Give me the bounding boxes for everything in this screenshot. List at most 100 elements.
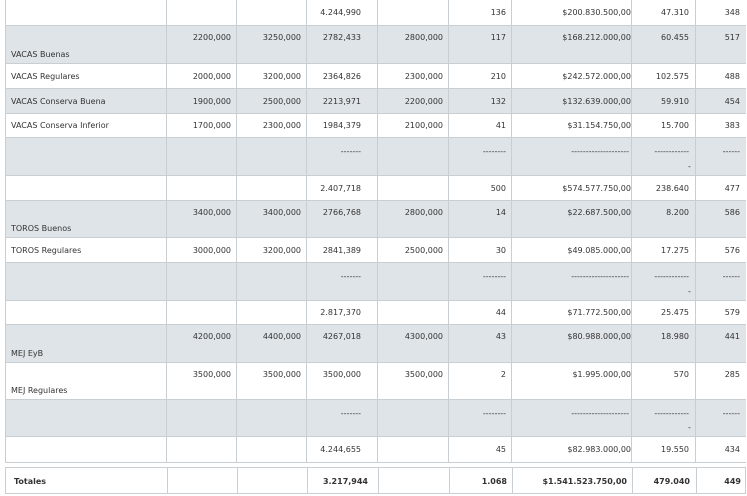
cell-avg-weight-text: 383	[724, 121, 740, 130]
table-cell-avg-weight: 383	[696, 114, 746, 137]
table-cell-avg-price: 2.817,370	[307, 301, 378, 324]
table-cell-mode-price: 3500,000	[378, 363, 449, 399]
cell-head-count-text: 2	[500, 370, 506, 379]
table-cell-head-count: 43	[449, 325, 512, 362]
cell-avg-price-text: 3500,000	[322, 370, 361, 379]
table-cell-min-price	[167, 176, 237, 200]
cell-kilos-text: 18.980	[661, 332, 689, 341]
table-cell-row-label	[5, 176, 167, 200]
cell-mode-price-text: 2800,000	[404, 33, 443, 42]
table-cell-row-label: TOROS Regulares	[5, 238, 167, 262]
cell-avg-weight-text: 579	[724, 308, 740, 317]
cell-kilos-text: 102.575	[655, 72, 689, 81]
table-cell-mode-price: 2500,000	[378, 238, 449, 262]
table-cell-avg-price: 4267,018	[307, 325, 378, 362]
table-cell-kilos: 47.310	[632, 0, 696, 25]
table-cell-kilos: 17.275	[632, 238, 696, 262]
table-cell-min-price: 3500,000	[167, 363, 237, 399]
cell-avg-weight-text: 586	[724, 208, 740, 217]
table-cell-mode-price	[378, 138, 449, 175]
table-row: MEJ Regulares 3500,000 3500,000 3500,000 350…	[5, 363, 746, 400]
cell-kilos-text: 15.700	[661, 121, 689, 130]
table-cell-amount: $168.212.000,00	[512, 26, 632, 63]
table-cell-kilos: 238.640	[632, 176, 696, 200]
table-cell-avg-price: -------	[307, 263, 378, 300]
table-cell-max-price: 3200,000	[237, 238, 307, 262]
table-cell-avg-weight: ------	[696, 400, 746, 436]
table-cell-avg-price: 4.244,655	[307, 437, 378, 462]
cell-min-price-text: 3000,000	[192, 246, 231, 255]
cell-head-count-text: 43	[495, 332, 506, 341]
table-cell-min-price: 3000,000	[167, 238, 237, 262]
cell-avg-price-text: -------	[340, 409, 361, 418]
cell-mode-price-text: 4300,000	[404, 332, 443, 341]
table-cell-min-price	[167, 0, 237, 25]
table-cell-avg-weight: 285	[696, 363, 746, 399]
table-cell-min-price	[167, 400, 237, 436]
cell-amount-text: $242.572.000,00	[562, 72, 631, 81]
cell-head-count-text: 500	[490, 184, 506, 193]
table-cell-row-label: VACAS Buenas	[5, 26, 167, 63]
cell-row-label-text: VACAS Buenas	[11, 50, 70, 59]
cell-head-count-text: 41	[495, 121, 506, 130]
cell-kilos-text: ------------	[654, 272, 689, 281]
table-cell-avg-weight: 579	[696, 301, 746, 324]
table-cell-avg-price: -------	[307, 138, 378, 175]
table-cell-avg-price: 2.407,718	[307, 176, 378, 200]
cell-avg-weight-text: ------	[722, 272, 740, 281]
cell-amount-text: $574.577.750,00	[562, 184, 631, 193]
table-cell-min-price: 4200,000	[167, 325, 237, 362]
table-cell-max-price	[237, 437, 307, 462]
table-cell-kilos: 102.575	[632, 64, 696, 88]
cell-head-count-text: 30	[495, 246, 506, 255]
cell-mode-price-text: 2500,000	[404, 246, 443, 255]
table-cell-avg-price: 2213,971	[307, 89, 378, 113]
table-row: ------- -------- -------------------- -----…	[5, 400, 746, 437]
totals-cell-1	[168, 468, 238, 493]
table-cell-mode-price: 2800,000	[378, 201, 449, 237]
cell-amount-text: $1.995.000,00	[572, 370, 631, 379]
table-cell-min-price: 2200,000	[167, 26, 237, 63]
cell-amount-text: $132.639.000,00	[562, 97, 631, 106]
cell-kilos-text: 25.475	[661, 308, 689, 317]
cell-kilos-text: 59.910	[661, 97, 689, 106]
table-cell-amount: $49.085.000,00	[512, 238, 632, 262]
cell-amount-text: $22.687.500,00	[567, 208, 631, 217]
table-cell-avg-weight: 441	[696, 325, 746, 362]
cell-kilos-text: 19.550	[661, 445, 689, 454]
cell-max-price-text: 3400,000	[262, 208, 301, 217]
table-row: TOROS Buenos 3400,000 3400,000 2766,768 2800…	[5, 201, 746, 238]
cell-avg-weight-text: 285	[724, 370, 740, 379]
table-cell-head-count: --------	[449, 138, 512, 175]
table-row: 2.407,718 500 $574.577.750,00 238.640 477	[5, 176, 746, 201]
table-cell-mode-price	[378, 0, 449, 25]
table-cell-avg-weight: ------	[696, 138, 746, 175]
table-cell-avg-price: -------	[307, 400, 378, 436]
totals-cell-3: 3.217,944	[308, 468, 379, 493]
cell-mode-price-text: 2300,000	[404, 72, 443, 81]
table-cell-avg-weight: 348	[696, 0, 746, 25]
table-cell-avg-price: 1984,379	[307, 114, 378, 137]
table-cell-kilos: 8.200	[632, 201, 696, 237]
cell-mode-price-text: 2200,000	[404, 97, 443, 106]
cell-avg-price-text: 2.817,370	[320, 308, 361, 317]
table-cell-mode-price	[378, 400, 449, 436]
table-cell-min-price: 3400,000	[167, 201, 237, 237]
cell-row-label-text: MEJ Regulares	[11, 386, 68, 395]
cell-kilos-text: 17.275	[661, 246, 689, 255]
table-row: ------- -------- -------------------- -----…	[5, 263, 746, 301]
table-cell-mode-price: 2200,000	[378, 89, 449, 113]
table-cell-head-count: 41	[449, 114, 512, 137]
table-cell-amount: $80.988.000,00	[512, 325, 632, 362]
cell-kilos-dash-text: -	[688, 162, 691, 171]
table-cell-head-count: 44	[449, 301, 512, 324]
table-cell-row-label: VACAS Conserva Inferior	[5, 114, 167, 137]
table-cell-row-label	[5, 263, 167, 300]
cell-row-label-text: VACAS Conserva Inferior	[11, 121, 109, 130]
cell-amount-text: --------------------	[571, 272, 629, 281]
totals-cell-2	[238, 468, 308, 493]
cell-max-price-text: 2500,000	[262, 97, 301, 106]
table-row: ------- -------- -------------------- -----…	[5, 138, 746, 176]
cell-head-count-text: 45	[495, 445, 506, 454]
table-cell-avg-weight: ------	[696, 263, 746, 300]
